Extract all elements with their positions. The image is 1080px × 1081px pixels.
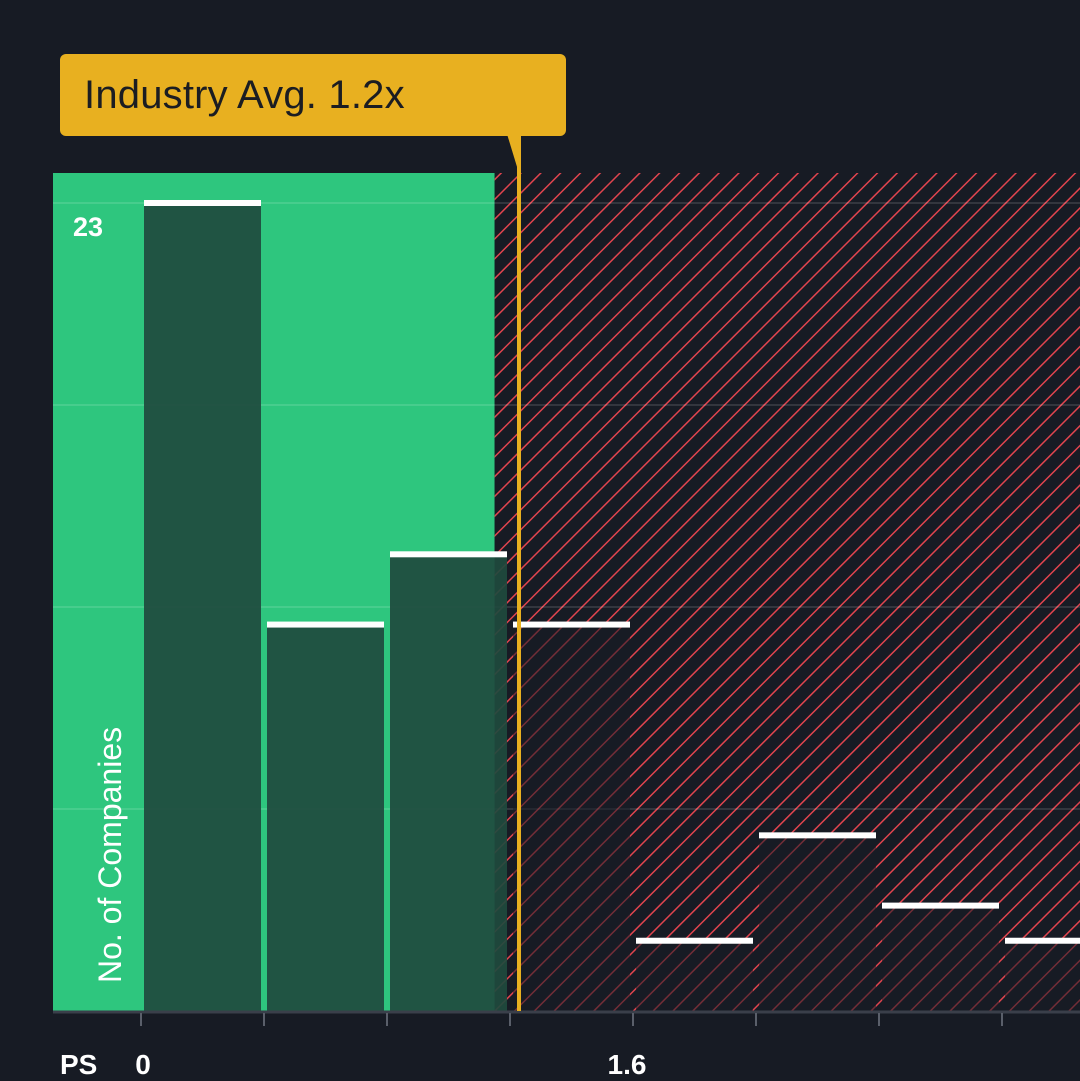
- industry-average-callout: Industry Avg. 1.2x: [60, 54, 566, 136]
- histogram-bar: [390, 554, 507, 1011]
- histogram-bar: [144, 203, 261, 1011]
- industry-average-marker: [507, 134, 521, 1011]
- valuation-zones: [53, 173, 1080, 1011]
- histogram-bar: [513, 624, 630, 1011]
- bar-cap: [636, 937, 753, 944]
- y-axis-max-label: 23: [73, 212, 104, 242]
- bar-cap: [759, 832, 876, 839]
- x-axis: [53, 1010, 1080, 1026]
- histogram-bars: [144, 200, 1080, 1011]
- x-axis-title: PS: [60, 1049, 98, 1080]
- histogram-bar: [882, 905, 999, 1011]
- x-tick-label: 1.6: [607, 1049, 647, 1080]
- bar-cap: [390, 551, 507, 558]
- histogram-bar: [759, 835, 876, 1011]
- bar-cap: [513, 621, 630, 628]
- bar-cap: [144, 200, 261, 206]
- bar-cap: [267, 621, 384, 628]
- y-axis-title: No. of Companies: [92, 726, 128, 983]
- callout-pointer: [507, 134, 521, 180]
- histogram-bar: [267, 624, 384, 1011]
- histogram-bar: [1005, 940, 1080, 1011]
- industry-average-label: Industry Avg. 1.2x: [84, 72, 405, 117]
- histogram-bar: [636, 940, 753, 1011]
- x-tick-label: 0: [135, 1049, 151, 1080]
- bar-cap: [1005, 937, 1080, 944]
- bar-cap: [882, 902, 999, 909]
